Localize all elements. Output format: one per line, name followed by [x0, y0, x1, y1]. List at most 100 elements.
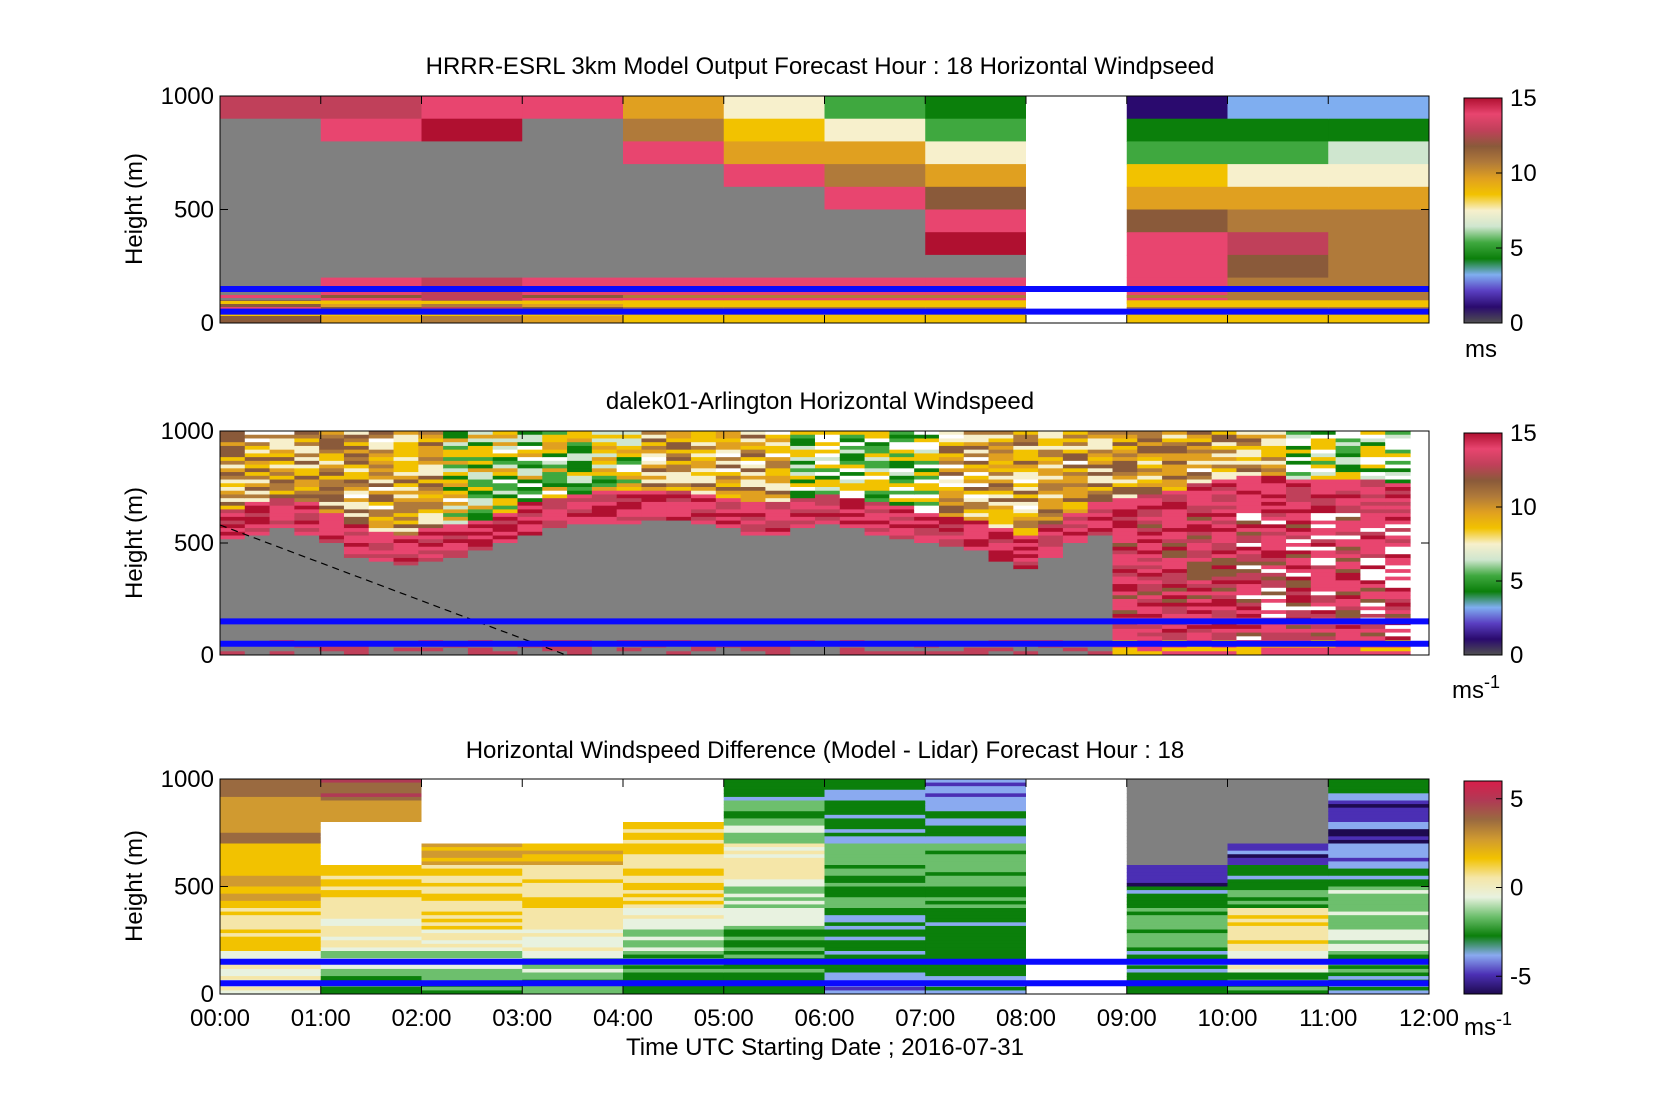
lidar-cell — [269, 595, 295, 600]
difference-cell — [824, 872, 926, 877]
difference-cell — [1126, 990, 1228, 994]
difference-cell — [522, 857, 624, 862]
lidar-cell — [269, 449, 295, 454]
lidar-cell — [1236, 606, 1262, 611]
lidar-cell — [666, 472, 692, 477]
lidar-cell — [1038, 651, 1064, 655]
lidar-cell — [467, 550, 494, 555]
difference-cell — [1126, 789, 1228, 794]
lidar-cell — [988, 472, 1014, 477]
lidar-cell — [1062, 539, 1089, 544]
lidar-cell — [418, 445, 444, 451]
lidar-cell — [1087, 490, 1114, 496]
lidar-cell — [765, 516, 791, 522]
lidar-cell — [765, 438, 791, 443]
difference-cell — [1328, 908, 1429, 913]
lidar-cell — [269, 442, 295, 447]
lidar-cell — [889, 647, 915, 652]
lidar-cell — [691, 494, 717, 499]
difference-cell — [1328, 986, 1429, 991]
lidar-cell — [1087, 591, 1114, 596]
lidar-cell — [294, 457, 320, 462]
difference-cell — [522, 976, 624, 981]
difference-cell — [1026, 900, 1128, 905]
lidar-cell — [1186, 535, 1213, 540]
lidar-cell — [1335, 490, 1362, 496]
lidar-cell — [1038, 453, 1064, 458]
lidar-cell — [1385, 453, 1411, 458]
lidar-cell — [914, 438, 940, 443]
lidar-cell — [492, 628, 519, 634]
model-cell-stripe — [623, 295, 725, 298]
lidar-cell — [319, 599, 345, 604]
lidar-cell — [1062, 576, 1089, 581]
difference-cell — [320, 890, 422, 895]
lidar-cell — [517, 543, 543, 548]
lidar-cell — [467, 587, 494, 593]
lidar-cell — [567, 490, 593, 496]
difference-cell — [1328, 861, 1429, 866]
lidar-cell — [1335, 584, 1362, 589]
lidar-cell — [1137, 487, 1163, 492]
lidar-cell — [1360, 572, 1386, 578]
model-cell — [1328, 118, 1429, 142]
lidar-cell — [790, 531, 816, 537]
lidar-cell — [889, 464, 915, 469]
lidar-cell — [319, 475, 345, 481]
lidar-cell — [1162, 457, 1188, 462]
lidar-cell — [889, 501, 915, 507]
colorbar-tick-label: 15 — [1510, 420, 1537, 447]
model-cell-stripe — [723, 295, 825, 298]
lidar-cell — [889, 636, 915, 641]
model-cell — [723, 141, 825, 165]
lidar-cell — [1137, 442, 1163, 447]
model-cell — [522, 209, 624, 233]
lidar-cell — [938, 591, 965, 596]
lidar-cell — [567, 431, 593, 436]
lidar-cell — [765, 501, 791, 507]
lidar-cell — [1062, 561, 1089, 566]
lidar-cell — [641, 449, 667, 454]
difference-cell — [421, 818, 523, 823]
lidar-cell — [815, 460, 841, 466]
lidar-cell — [567, 550, 593, 555]
model-cell-stripe — [1227, 301, 1329, 304]
lidar-cell — [1162, 565, 1188, 570]
lidar-cell — [1310, 602, 1337, 608]
lidar-cell — [467, 487, 494, 492]
lidar-cell — [542, 587, 568, 593]
x-tick-label: 04:00 — [593, 1005, 653, 1032]
lidar-cell — [1137, 587, 1163, 593]
lidar-cell — [740, 561, 767, 566]
difference-cell — [320, 918, 422, 923]
lidar-cell — [1062, 472, 1089, 477]
lidar-cell — [1137, 431, 1163, 436]
lidar-cell — [1137, 632, 1163, 637]
difference-cell — [522, 925, 624, 930]
lidar-cell — [1137, 453, 1163, 458]
model-cell-stripe — [220, 301, 322, 304]
lidar-cell — [393, 487, 419, 492]
lidar-cell — [517, 464, 543, 469]
lidar-cell — [1137, 438, 1163, 443]
lidar-cell — [765, 475, 791, 481]
model-cell — [623, 254, 725, 279]
lidar-cell — [418, 602, 444, 608]
lidar-cell — [1236, 580, 1262, 585]
difference-cell — [1328, 872, 1429, 877]
lidar-cell — [1211, 565, 1238, 570]
lidar-cell — [319, 606, 345, 611]
lidar-cell — [220, 628, 246, 634]
lidar-cell — [343, 468, 370, 473]
lidar-cell — [889, 535, 915, 540]
panel-lidar-title: dalek01-Arlington Horizontal Windspeed — [606, 388, 1034, 415]
lidar-cell — [666, 475, 692, 481]
difference-cell — [1026, 933, 1128, 938]
lidar-cell — [319, 554, 345, 559]
lidar-cell — [517, 483, 543, 488]
lidar-cell — [567, 501, 593, 507]
lidar-cell — [1261, 591, 1287, 596]
difference-cell — [220, 796, 322, 801]
lidar-cell — [790, 647, 816, 652]
lidar-cell — [418, 475, 444, 481]
